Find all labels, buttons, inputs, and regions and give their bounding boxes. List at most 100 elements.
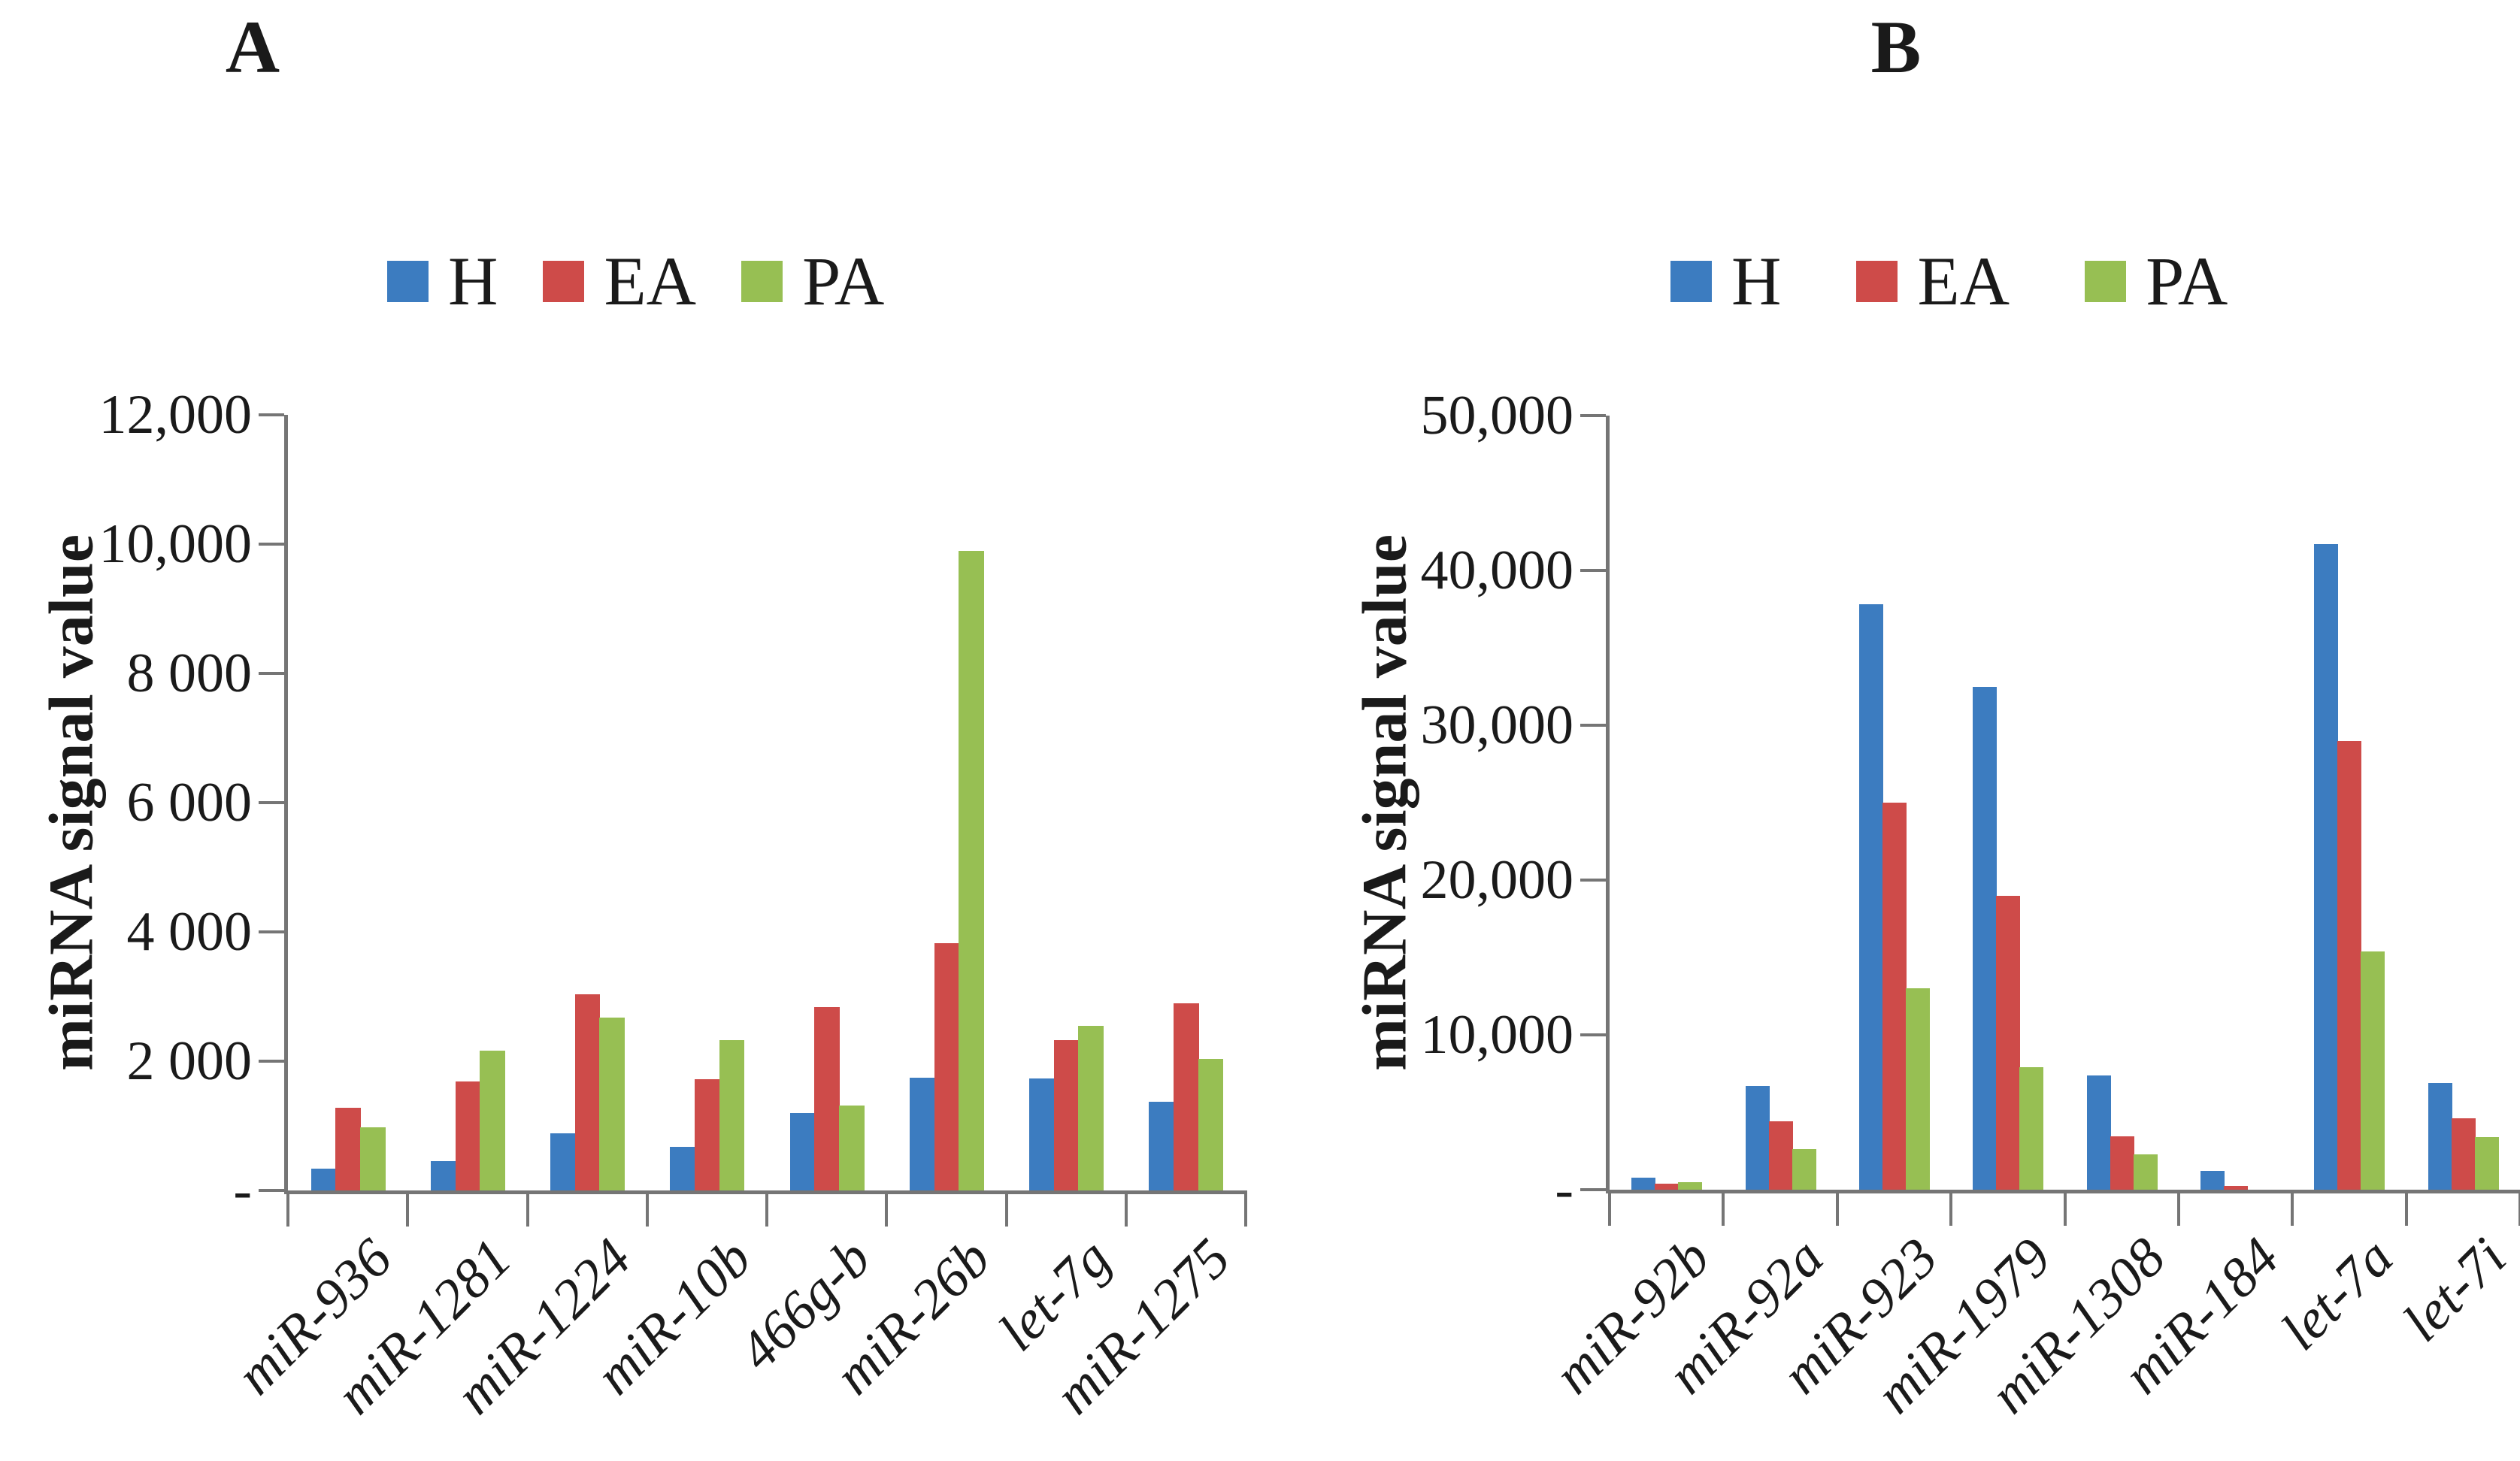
legend-panel-a: H EA PA [387,242,884,320]
bar-EA-let-7i [2451,1118,2476,1190]
bar-H-let-7g [1029,1078,1055,1190]
bar-H-miR-1281 [430,1161,456,1190]
bar-PA-miR-1308 [2133,1154,2158,1190]
bar-H-miR-923 [1858,604,1883,1190]
bar-PA-let-7g [1078,1025,1104,1190]
bar-EA-miR-92b [1655,1183,1679,1190]
y-axis-tick-label: 2 000 [126,1030,253,1092]
x-axis-tick [1004,1190,1008,1227]
bar-EA-miR-26b [934,943,960,1190]
legend-label-H: H [448,243,498,319]
y-axis-tick-label: - [1555,1159,1573,1221]
y-axis-tick [259,1189,284,1192]
legend-item-PA: PA [741,247,884,316]
y-axis-tick [259,543,284,546]
x-axis-tick [1244,1190,1247,1227]
y-axis-tick-label: 12,000 [98,384,253,446]
bar-EA-let-7g [1053,1040,1080,1190]
x-category-label: let-7a [2269,1227,2405,1363]
legend-swatch-PA [741,260,783,302]
x-axis-tick [2291,1190,2294,1226]
bar-PA-miR-936 [359,1127,386,1190]
legend-item-H: H [1670,247,1781,316]
bar-H-let-7i [2428,1082,2452,1190]
y-axis-tick [1580,1188,1606,1191]
legend-swatch-PA [2085,260,2127,302]
legend-label-PA: PA [2146,243,2228,319]
legend-label-EA: EA [1917,243,2010,319]
y-axis-tick [259,413,284,416]
x-axis-tick [1608,1190,1611,1226]
legend-swatch-EA [543,260,585,302]
bar-PA-miR-1224 [599,1017,625,1190]
x-axis-tick [526,1190,529,1227]
y-axis-tick [1580,1033,1606,1036]
bar-EA-miR-1308 [2110,1136,2134,1190]
legend-swatch-EA [1856,260,1898,302]
y-axis-tick [259,930,284,933]
bar-PA-miR-1979 [2019,1067,2044,1190]
bar-EA-miR-92a [1768,1121,1793,1190]
bar-EA-miR-1224 [574,994,601,1190]
x-axis-tick [2063,1190,2067,1226]
y-axis-tick-label: - [233,1160,252,1221]
bar-PA-miR-1281 [480,1051,505,1190]
y-axis-tick-label: 40,000 [1420,540,1574,601]
bar-H-let-7a [2314,543,2339,1190]
y-axis-tick [1580,879,1606,882]
y-axis-tick-label: 10,000 [98,513,253,575]
bar-PA-let-7i [2474,1136,2499,1190]
bar-EA-466g-b [814,1006,840,1190]
y-axis-tick [1580,414,1606,417]
bar-H-miR-936 [310,1168,337,1190]
x-axis-tick [286,1190,289,1227]
legend-label-H: H [1731,243,1782,319]
bar-H-miR-92b [1631,1177,1656,1190]
x-axis-tick [645,1190,649,1227]
panel-b-label: B [1870,5,1922,89]
bar-PA-miR-26b [959,550,984,1190]
bar-EA-miR-10b [695,1079,720,1190]
x-axis-tick [765,1190,768,1227]
bar-PA-466g-b [838,1106,865,1190]
y-axis-tick [1580,724,1606,727]
y-axis-tick-label: 50,000 [1420,385,1574,446]
y-axis-title-panel-b: miRNA signal value [1349,534,1420,1072]
plot-area-panel-b: 50,000 40,000 30,000 20,000 10,000- miR-92b mi… [1421,388,2520,1426]
y-axis-tick-label: 10,000 [1420,1004,1574,1066]
bar-EA-miR-936 [335,1107,361,1190]
bar-H-miR-184 [2200,1171,2225,1190]
bar-EA-miR-1979 [1996,895,2021,1190]
bar-EA-let-7a [2337,740,2362,1190]
bar-EA-miR-1281 [455,1081,481,1190]
panel-a-label: A [225,5,280,89]
y-axis-tick [1580,569,1606,572]
x-axis-tick [1722,1190,1725,1226]
legend-item-EA: EA [543,247,696,316]
y-axis-tick [259,801,284,804]
x-axis-tick [2176,1190,2180,1226]
legend-swatch-H [387,260,429,302]
y-axis-tick-label: 30,000 [1420,694,1574,756]
y-axis-tick [259,672,284,675]
legend-label-PA: PA [802,243,885,319]
legend-item-PA: PA [2085,247,2228,316]
bar-EA-miR-184 [2224,1186,2249,1190]
bar-H-miR-1224 [550,1133,576,1190]
x-axis-tick [1124,1190,1128,1227]
bar-H-miR-1979 [1973,686,1998,1190]
y-axis-title-panel-a: miRNA signal value [36,534,107,1072]
x-axis-tick [1835,1190,1839,1226]
y-axis-tick-label: 8 000 [126,643,253,704]
x-axis-tick [885,1190,889,1227]
bar-PA-miR-92a [1792,1149,1816,1190]
y-axis-tick-label: 4 000 [126,901,253,963]
x-axis-tick [2518,1190,2520,1226]
legend-label-EA: EA [604,243,697,319]
bar-H-miR-26b [909,1077,935,1190]
bar-PA-miR-92b [1678,1181,1703,1190]
bar-PA-miR-1275 [1198,1059,1224,1190]
bar-EA-miR-1275 [1174,1003,1199,1190]
legend-item-EA: EA [1856,247,2010,316]
